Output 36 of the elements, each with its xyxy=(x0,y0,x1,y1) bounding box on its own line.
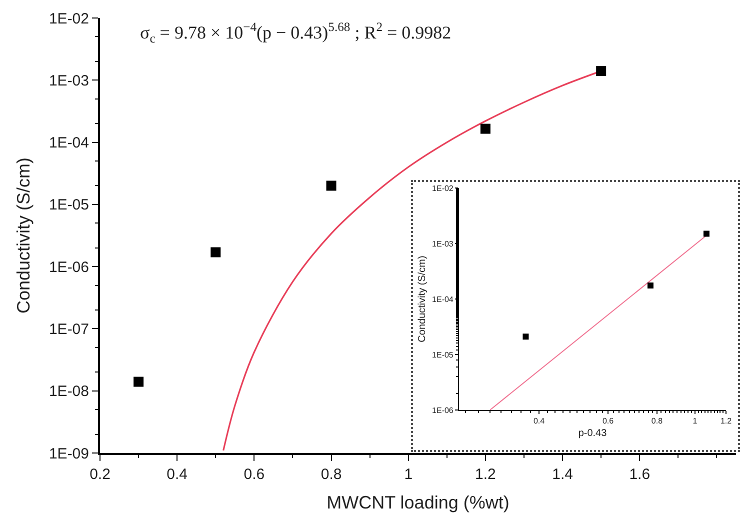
y-tick-label: 1E-06 xyxy=(48,258,89,276)
y-tick-label: 1E-02 xyxy=(432,184,454,193)
x-tick-label: 0.8 xyxy=(651,416,664,426)
point xyxy=(596,66,606,76)
x-tick-label: 1.2 xyxy=(475,466,496,483)
y-tick-label: 1E-09 xyxy=(48,445,89,462)
y-tick-label: 1E-02 xyxy=(48,10,89,28)
x-tick-label: 1.6 xyxy=(629,466,650,483)
x-tick-label: 1 xyxy=(404,466,413,483)
y-tick-label: 1E-04 xyxy=(48,134,89,152)
text: σ$_{c}$ = 9.78 × 10$^{−4}$(p − 0.43)$^{5.68}$ ; R$^{2}$ = 0.9982 xyxy=(140,20,452,46)
x-tick-label: 1.2 xyxy=(720,416,732,426)
x-tick-label: 0.4 xyxy=(533,416,546,426)
point xyxy=(210,247,221,258)
point xyxy=(326,180,336,191)
y-tick-label: 1E-03 xyxy=(48,72,89,90)
x-tick-label: 0.8 xyxy=(320,466,342,483)
x-tick-label: 0.6 xyxy=(244,466,265,483)
x-tick-label: 0.6 xyxy=(602,416,614,426)
x-axis-title: MWCNT loading (%wt) xyxy=(326,492,510,513)
y-tick-label: 1E-08 xyxy=(48,383,89,400)
point xyxy=(134,376,144,387)
y-tick-label: 1E-07 xyxy=(48,320,89,338)
y-tick-label: 1E-06 xyxy=(432,406,454,415)
y-tick-label: 1E-05 xyxy=(432,350,454,360)
y-tick-label: 1E-03 xyxy=(432,239,454,248)
y-axis-title: Conductivity (S/cm) xyxy=(417,256,428,342)
x-tick-label: 0.4 xyxy=(166,466,188,483)
y-tick-label: 1E-04 xyxy=(432,294,454,304)
point xyxy=(480,124,490,134)
y-tick-label: 1E-05 xyxy=(48,196,89,214)
x-tick-label: 1 xyxy=(692,416,698,426)
x-axis-title: p-0.43 xyxy=(578,428,608,440)
x-tick-label: 0.2 xyxy=(90,466,110,483)
x-tick-label: 1.4 xyxy=(552,466,573,483)
y-axis-title: Conductivity (S/cm) xyxy=(14,157,34,314)
